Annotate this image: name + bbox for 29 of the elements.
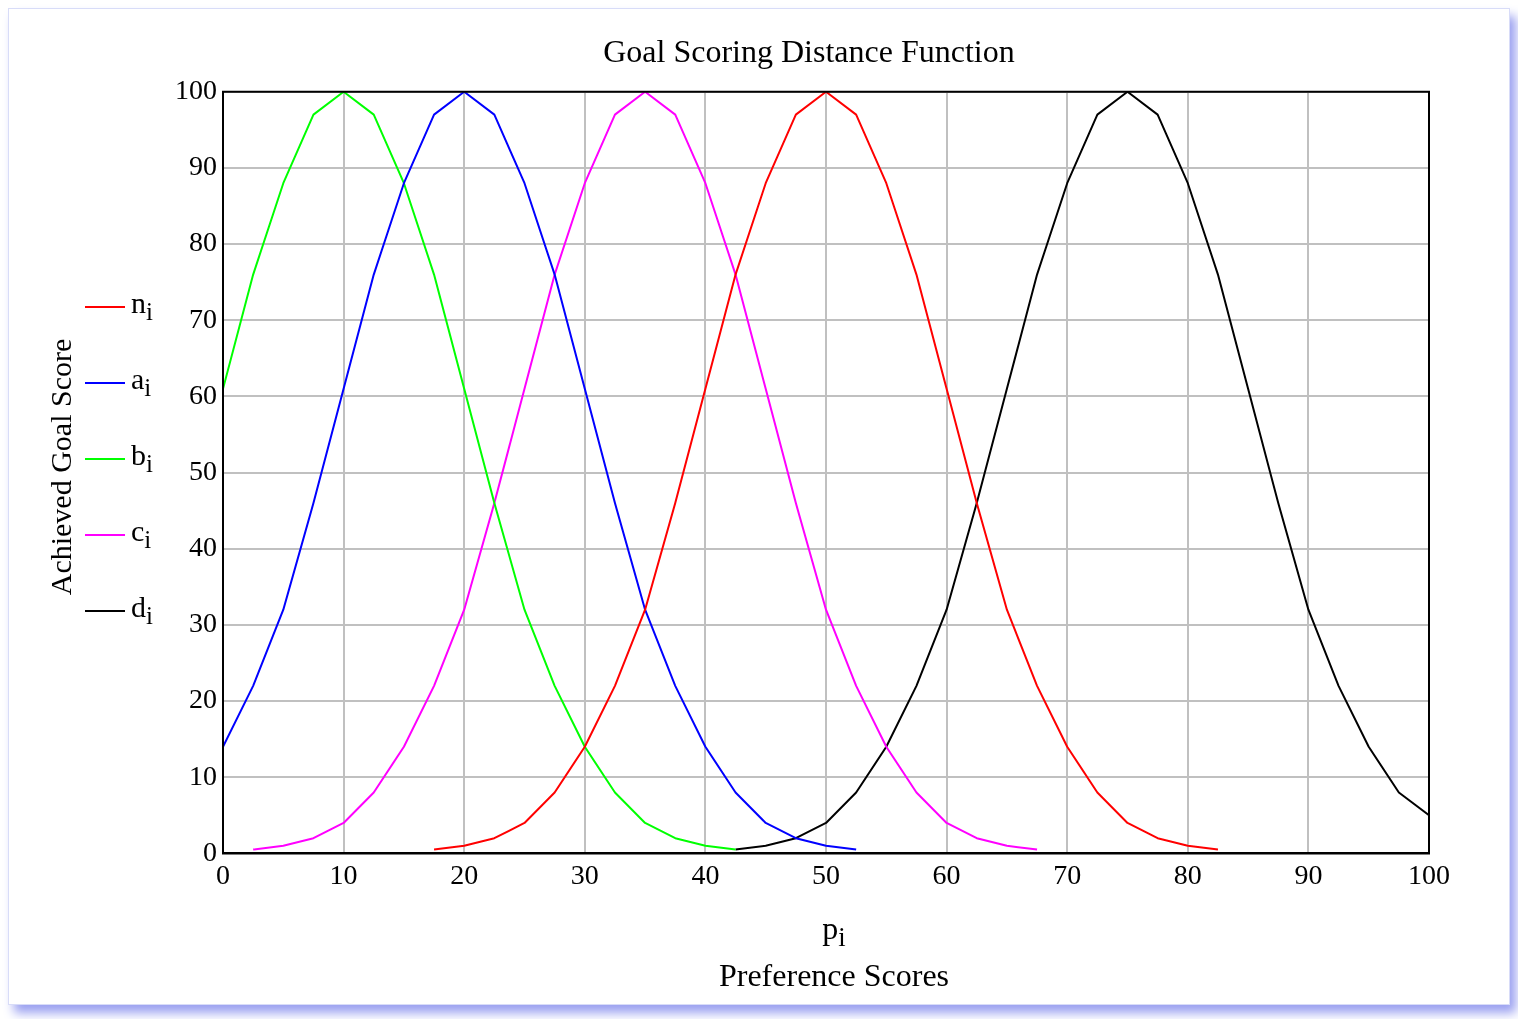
legend-label: c$_{i}$	[131, 513, 152, 555]
x-tick-label: 10	[329, 858, 358, 890]
y-tick-label: 10	[189, 759, 217, 791]
y-tick-label: 40	[189, 531, 217, 563]
y-axis-title: Achieved Goal Score	[44, 338, 78, 596]
y-tick-label: 90	[189, 150, 217, 182]
x-tick-label: 80	[1173, 858, 1202, 890]
y-tick-label: 50	[189, 454, 217, 486]
x-tick-label: 20	[450, 858, 479, 890]
legend-label: n$_{i}$	[131, 285, 153, 327]
chart-title: Goal Scoring Distance Function	[602, 33, 1016, 70]
x-tick-label: 30	[570, 858, 599, 890]
x-tick-label: 90	[1294, 858, 1323, 890]
y-tick-label: 80	[189, 226, 217, 258]
x-tick-label: 40	[691, 858, 720, 890]
y-tick-label: 0	[203, 835, 217, 867]
x-axis-title: p$_{i}$ Preference Scores	[717, 909, 951, 995]
x-tick-label: 50	[812, 858, 840, 890]
legend-label: a$_{i}$	[131, 361, 152, 403]
x-tick-label: 60	[932, 858, 961, 890]
y-tick-label: 100	[175, 74, 217, 106]
y-tick-label: 30	[189, 607, 217, 639]
legend-label: b$_{i}$	[131, 437, 153, 479]
y-tick-label: 70	[189, 302, 217, 334]
y-tick-label: 20	[189, 683, 217, 715]
legend-label: d$_{i}$	[131, 589, 153, 631]
x-tick-label: 70	[1053, 858, 1082, 890]
x-tick-label: 100	[1408, 858, 1450, 890]
y-tick-label: 60	[189, 378, 217, 410]
